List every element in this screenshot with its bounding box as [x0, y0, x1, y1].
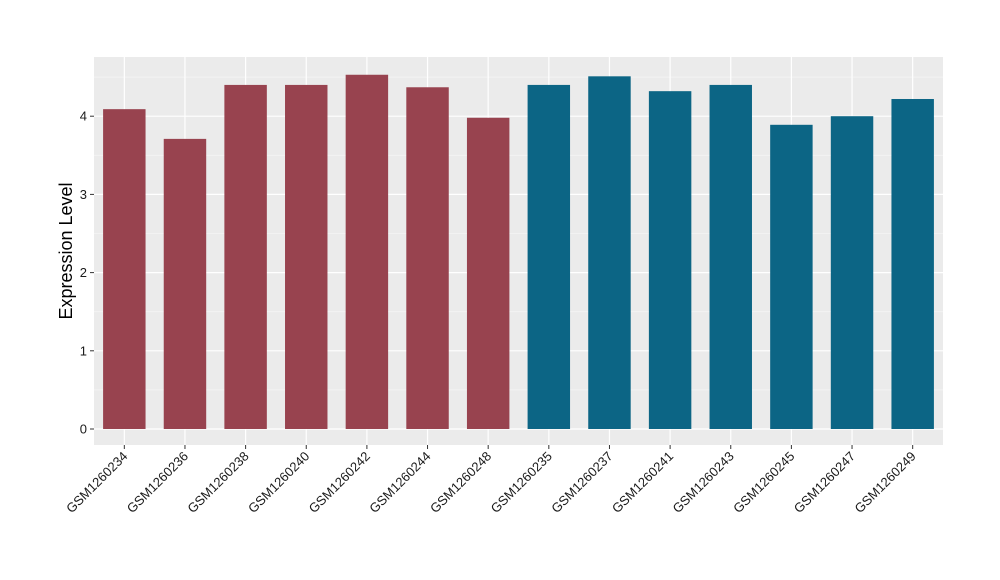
- y-tick-label: 3: [80, 187, 87, 202]
- bar-gsm1260244: [406, 87, 449, 430]
- x-tick-label: GSM1260235: [488, 449, 555, 516]
- x-tick-label: GSM1260249: [851, 449, 918, 516]
- x-tick-label: GSM1260236: [124, 449, 191, 516]
- y-tick-label: 2: [80, 265, 87, 280]
- x-tick-label: GSM1260241: [609, 449, 676, 516]
- bar-gsm1260234: [103, 109, 146, 430]
- bar-gsm1260235: [527, 84, 571, 430]
- bar-gsm1260242: [345, 74, 389, 429]
- panel-background: [94, 57, 943, 445]
- x-tick-label: GSM1260238: [184, 449, 251, 516]
- bar-gsm1260247: [830, 116, 874, 429]
- bar-gsm1260243: [709, 84, 752, 430]
- x-tick-label: GSM1260237: [548, 449, 615, 516]
- bar-gsm1260240: [285, 84, 328, 430]
- x-tick-label: GSM1260244: [366, 449, 433, 516]
- bar-gsm1260241: [648, 91, 692, 430]
- x-axis: GSM1260234GSM1260236GSM1260238GSM1260240…: [63, 445, 919, 516]
- x-tick-label: GSM1260245: [730, 449, 797, 516]
- y-tick-label: 0: [80, 422, 87, 437]
- bar-gsm1260245: [770, 124, 813, 429]
- bar-gsm1260249: [891, 98, 934, 429]
- y-tick-label: 4: [80, 109, 87, 124]
- bars: [103, 74, 934, 430]
- x-tick-label: GSM1260240: [245, 449, 312, 516]
- bar-gsm1260236: [163, 138, 207, 430]
- x-tick-label: GSM1260242: [306, 449, 373, 516]
- x-tick-label: GSM1260247: [791, 449, 858, 516]
- x-tick-label: GSM1260243: [670, 449, 737, 516]
- x-tick-label: GSM1260248: [427, 449, 494, 516]
- y-tick-label: 1: [80, 343, 87, 358]
- x-tick-label: GSM1260234: [63, 449, 130, 516]
- bar-gsm1260238: [224, 84, 267, 430]
- y-axis-title: Expression Level: [56, 182, 76, 319]
- y-axis: 0 1 2 3 4: [80, 109, 94, 437]
- bar-gsm1260237: [588, 76, 631, 430]
- bar-gsm1260248: [466, 117, 510, 429]
